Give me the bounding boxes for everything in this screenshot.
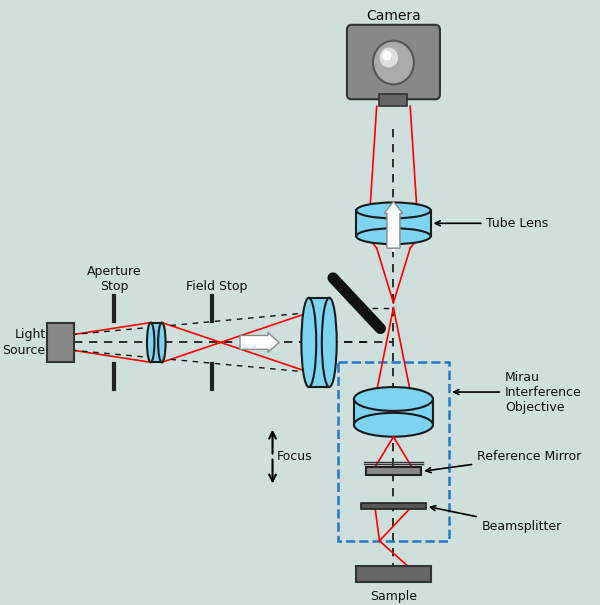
- FancyArrow shape: [240, 333, 279, 352]
- Ellipse shape: [147, 322, 154, 362]
- Bar: [365, 468, 421, 476]
- Ellipse shape: [322, 298, 337, 387]
- Text: Beamsplitter: Beamsplitter: [431, 506, 562, 532]
- Text: Tube Lens: Tube Lens: [435, 217, 548, 230]
- FancyArrow shape: [384, 201, 403, 248]
- Bar: [356, 211, 431, 236]
- Ellipse shape: [301, 298, 316, 387]
- Circle shape: [382, 51, 392, 60]
- Bar: [356, 566, 431, 581]
- Circle shape: [379, 48, 398, 68]
- Ellipse shape: [356, 228, 431, 244]
- Text: Field Stop: Field Stop: [186, 280, 247, 293]
- Text: Camera: Camera: [366, 9, 421, 23]
- Text: Sample: Sample: [370, 589, 417, 603]
- Ellipse shape: [354, 413, 433, 437]
- Text: Reference Mirror: Reference Mirror: [426, 450, 581, 473]
- Bar: [338, 362, 449, 541]
- Ellipse shape: [354, 387, 433, 411]
- Ellipse shape: [356, 203, 431, 218]
- Bar: [379, 94, 407, 106]
- FancyBboxPatch shape: [347, 25, 440, 99]
- Bar: [361, 503, 426, 509]
- Ellipse shape: [158, 322, 166, 362]
- Text: Aperture
Stop: Aperture Stop: [87, 265, 142, 293]
- Bar: [354, 399, 433, 425]
- Bar: [151, 322, 162, 362]
- Text: Focus: Focus: [277, 450, 313, 463]
- Bar: [47, 322, 74, 362]
- Text: Mirau
Interference
Objective: Mirau Interference Objective: [454, 370, 582, 414]
- Circle shape: [373, 41, 414, 84]
- Text: Light: Light: [14, 328, 46, 341]
- Text: Source: Source: [2, 344, 46, 357]
- Bar: [309, 298, 329, 387]
